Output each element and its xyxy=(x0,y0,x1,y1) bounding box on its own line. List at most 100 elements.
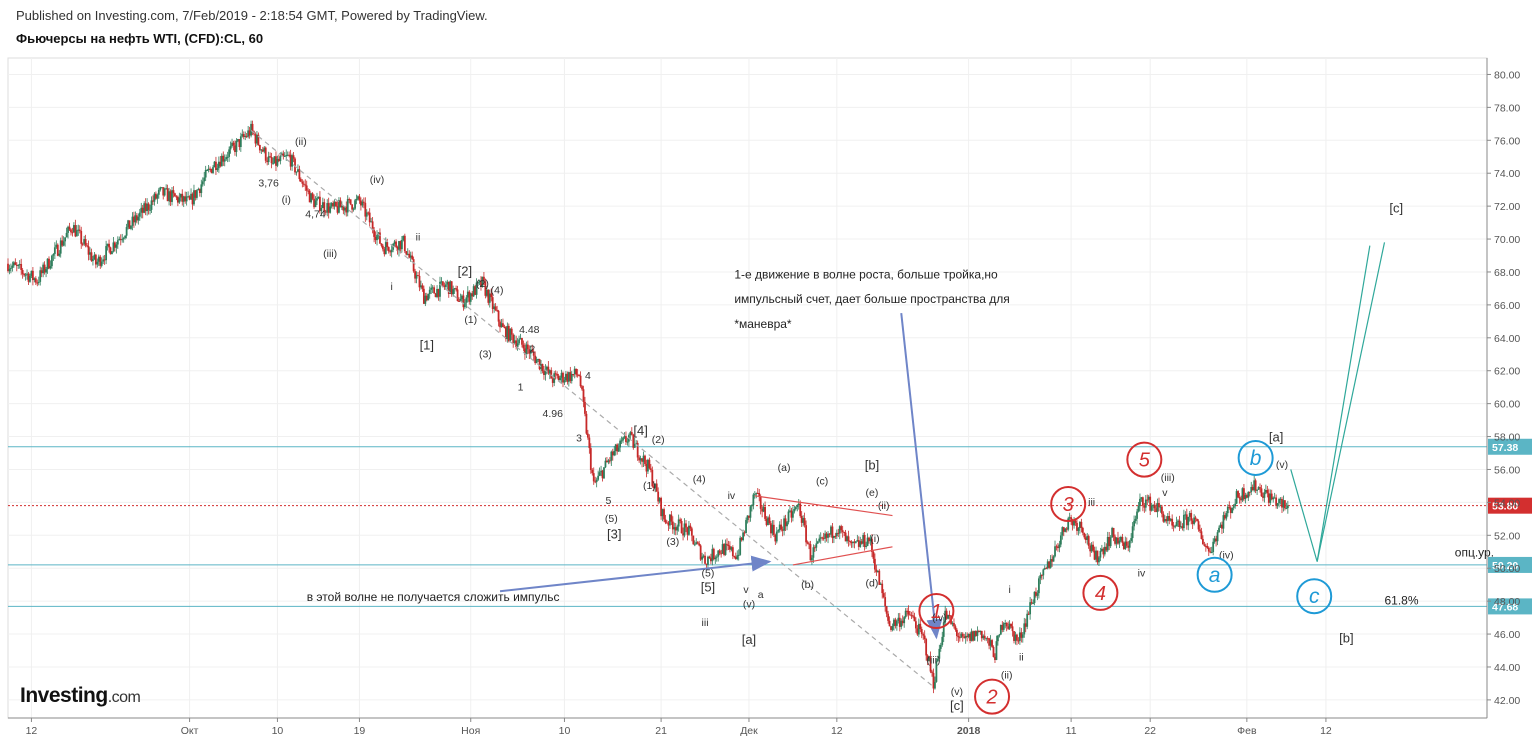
candle-body xyxy=(579,375,582,387)
candle-body xyxy=(538,359,541,370)
candle-body xyxy=(936,658,939,662)
y-tick-label: 46.00 xyxy=(1494,629,1520,641)
candle-body xyxy=(750,505,753,507)
candle-body xyxy=(1231,507,1234,513)
candle-body xyxy=(515,340,518,348)
candle-body xyxy=(174,193,176,197)
candle-body xyxy=(641,458,643,462)
candle-body xyxy=(144,203,147,212)
candle-body xyxy=(1079,521,1081,529)
candle-body xyxy=(317,196,320,199)
y-tick-label: 54.00 xyxy=(1494,497,1520,509)
candle-body xyxy=(453,288,456,290)
annotation-arrow xyxy=(499,555,772,593)
candle-body xyxy=(563,380,566,383)
candle-body xyxy=(342,206,345,211)
candle-body xyxy=(543,371,545,375)
major-wave-circle xyxy=(918,593,955,630)
wave-label: (3) xyxy=(479,349,492,361)
candle-body xyxy=(401,239,403,250)
candle-body xyxy=(65,232,68,238)
candle-body xyxy=(308,190,311,203)
candle-body xyxy=(267,156,270,163)
candle-body xyxy=(1225,513,1228,519)
candle-body xyxy=(875,569,878,573)
candle-body xyxy=(1049,559,1052,568)
candle-body xyxy=(1098,557,1100,563)
candle-body xyxy=(358,196,361,201)
candle-body xyxy=(1282,500,1285,508)
candle-body xyxy=(1281,498,1283,508)
candle-body xyxy=(1194,517,1197,519)
candle-body xyxy=(122,238,125,240)
candle-body xyxy=(1221,524,1223,529)
candle-body xyxy=(1178,520,1181,528)
candle-body xyxy=(622,437,624,441)
candle-body xyxy=(172,190,175,194)
candle-body xyxy=(474,286,477,295)
candle-body xyxy=(988,638,991,646)
candle-body xyxy=(335,201,337,207)
candle-body xyxy=(483,276,485,282)
candle-body xyxy=(1099,550,1102,558)
candle-body xyxy=(1276,503,1279,506)
candle-body xyxy=(771,524,774,534)
candle-body xyxy=(472,286,475,297)
y-tick-label: 42.00 xyxy=(1494,695,1520,707)
major-wave-label: 1 xyxy=(931,601,942,623)
candle-body xyxy=(531,349,534,352)
candles xyxy=(7,120,1289,694)
candle-body xyxy=(105,246,108,261)
candle-body xyxy=(739,537,742,555)
candle-body xyxy=(986,638,989,640)
candle-body xyxy=(455,288,457,290)
wave-label: [c] xyxy=(950,698,964,713)
candle-body xyxy=(1087,536,1090,546)
candle-body xyxy=(235,140,238,153)
candle-body xyxy=(272,163,274,165)
candle-body xyxy=(645,464,648,472)
candle-body xyxy=(736,555,739,560)
candle-body xyxy=(975,631,977,636)
candle-body xyxy=(545,366,548,370)
candle-body xyxy=(131,216,134,226)
candle-body xyxy=(809,544,812,561)
candle-body xyxy=(843,531,846,533)
candle-body xyxy=(1002,623,1005,630)
candle-body xyxy=(775,531,778,542)
candle-body xyxy=(31,270,34,281)
candle-body xyxy=(40,270,43,274)
candle-body xyxy=(352,208,355,210)
candle-body xyxy=(157,189,160,195)
wave-label: (ii) xyxy=(878,500,890,512)
abc-wave-label: a xyxy=(1209,564,1221,587)
candle-body xyxy=(8,268,11,272)
candle-body xyxy=(376,235,378,241)
candle-body xyxy=(797,503,800,506)
candle-body xyxy=(787,511,790,523)
candle-body xyxy=(390,249,393,253)
candle-body xyxy=(881,583,884,594)
candle-body xyxy=(666,522,668,524)
x-tick-label: 12 xyxy=(831,725,843,737)
candle-body xyxy=(1284,500,1286,509)
candle-body xyxy=(1121,536,1124,543)
candle-body xyxy=(835,532,838,536)
candle-body xyxy=(135,215,138,221)
candle-body xyxy=(97,256,100,262)
candle-body xyxy=(100,261,103,266)
wave-label: (4) xyxy=(491,284,504,296)
candle-body xyxy=(762,506,765,512)
candle-body xyxy=(589,448,592,470)
trend-line xyxy=(792,546,893,566)
y-tick-label: 52.00 xyxy=(1494,530,1520,542)
candle-body xyxy=(876,570,879,573)
candle-body xyxy=(693,544,696,546)
candle-body xyxy=(1226,506,1229,514)
candle-body xyxy=(484,281,487,296)
candle-body xyxy=(55,244,58,248)
candle-body xyxy=(849,540,851,542)
candle-body xyxy=(976,631,979,636)
candle-body xyxy=(156,194,159,199)
